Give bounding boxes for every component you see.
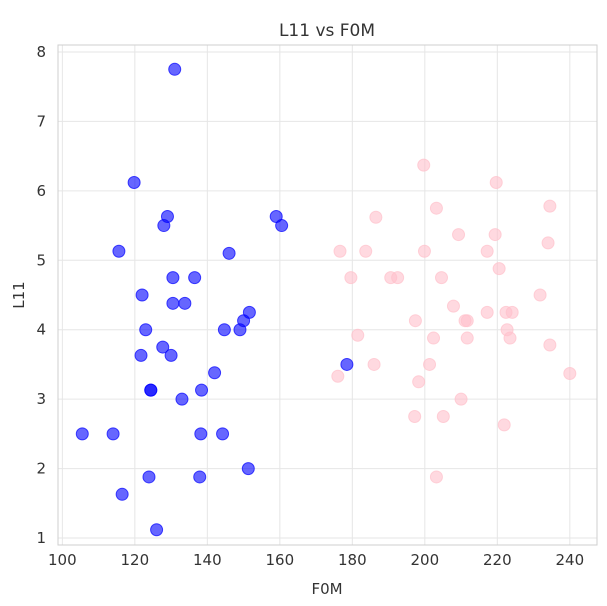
y-tick-label: 1 bbox=[36, 529, 46, 547]
tick-labels: 100 120 140 160 180 200 220 240 1 2 3 4 5 6 7 8 bbox=[36, 43, 584, 569]
point-blue bbox=[241, 462, 255, 476]
point-pink bbox=[436, 410, 450, 424]
x-tick-label: 100 bbox=[48, 551, 77, 569]
point-blue bbox=[178, 296, 192, 310]
point-blue bbox=[157, 219, 171, 233]
point-blue bbox=[106, 427, 120, 441]
point-blue bbox=[193, 470, 207, 484]
point-pink bbox=[333, 244, 347, 258]
point-pink bbox=[427, 331, 441, 345]
point-blue bbox=[166, 271, 180, 285]
point-blue bbox=[75, 427, 89, 441]
data-points bbox=[75, 62, 577, 537]
point-pink bbox=[497, 418, 511, 432]
point-pink bbox=[460, 331, 474, 345]
point-blue bbox=[166, 296, 180, 310]
plot-frame bbox=[57, 44, 598, 546]
point-pink bbox=[429, 201, 443, 215]
point-pink bbox=[417, 158, 431, 172]
point-pink bbox=[391, 271, 405, 285]
chart-title: L11 vs F0M bbox=[279, 21, 375, 41]
y-tick-label: 8 bbox=[36, 43, 46, 61]
point-pink bbox=[452, 228, 466, 242]
point-blue bbox=[195, 383, 209, 397]
point-blue bbox=[134, 348, 148, 362]
point-blue bbox=[168, 62, 182, 76]
point-pink bbox=[492, 262, 506, 276]
point-pink bbox=[563, 366, 577, 380]
x-tick-label: 200 bbox=[411, 551, 440, 569]
point-blue bbox=[112, 244, 126, 258]
x-tick-label: 220 bbox=[483, 551, 512, 569]
x-tick-label: 160 bbox=[266, 551, 295, 569]
point-pink bbox=[503, 331, 517, 345]
point-pink bbox=[460, 314, 474, 328]
point-blue bbox=[233, 323, 247, 337]
x-tick-label: 140 bbox=[193, 551, 222, 569]
point-pink bbox=[480, 244, 494, 258]
point-pink bbox=[367, 357, 381, 371]
point-pink bbox=[359, 244, 373, 258]
point-blue bbox=[188, 271, 202, 285]
point-pink bbox=[434, 271, 448, 285]
y-tick-label: 3 bbox=[36, 390, 46, 408]
y-tick-label: 2 bbox=[36, 460, 46, 478]
point-pink bbox=[344, 271, 358, 285]
point-pink bbox=[543, 338, 557, 352]
point-pink bbox=[505, 305, 519, 319]
point-blue bbox=[208, 366, 222, 380]
point-pink bbox=[408, 410, 422, 424]
point-blue bbox=[150, 523, 164, 537]
point-pink bbox=[541, 236, 555, 250]
point-pink bbox=[369, 210, 383, 224]
point-blue bbox=[216, 427, 230, 441]
point-blue bbox=[217, 323, 231, 337]
point-pink bbox=[446, 299, 460, 313]
point-pink bbox=[454, 392, 468, 406]
x-axis-label: F0M bbox=[311, 580, 342, 598]
point-blue bbox=[144, 383, 158, 397]
point-pink bbox=[429, 470, 443, 484]
point-pink bbox=[417, 244, 431, 258]
point-pink bbox=[351, 328, 365, 342]
point-blue bbox=[340, 357, 354, 371]
point-pink bbox=[533, 288, 547, 302]
x-tick-label: 240 bbox=[555, 551, 584, 569]
point-pink bbox=[480, 305, 494, 319]
y-tick-label: 6 bbox=[36, 182, 46, 200]
point-pink bbox=[331, 369, 345, 383]
point-pink bbox=[423, 357, 437, 371]
point-blue bbox=[142, 470, 156, 484]
point-pink bbox=[543, 199, 557, 213]
point-pink bbox=[408, 314, 422, 328]
point-pink bbox=[489, 176, 503, 189]
point-blue bbox=[127, 176, 141, 189]
point-blue bbox=[275, 219, 289, 233]
point-blue bbox=[156, 340, 170, 354]
y-axis-label: L11 bbox=[10, 281, 28, 308]
point-pink bbox=[412, 375, 426, 389]
x-tick-label: 120 bbox=[121, 551, 150, 569]
point-blue bbox=[175, 392, 189, 406]
y-tick-label: 5 bbox=[36, 251, 46, 269]
point-blue bbox=[115, 487, 129, 501]
point-blue bbox=[164, 348, 178, 362]
point-pink bbox=[488, 228, 502, 242]
y-tick-label: 7 bbox=[36, 112, 46, 130]
point-blue bbox=[139, 323, 153, 337]
point-blue bbox=[194, 427, 208, 441]
y-tick-label: 4 bbox=[36, 321, 46, 339]
point-blue bbox=[222, 246, 236, 260]
x-tick-label: 180 bbox=[338, 551, 367, 569]
point-blue bbox=[135, 288, 149, 302]
